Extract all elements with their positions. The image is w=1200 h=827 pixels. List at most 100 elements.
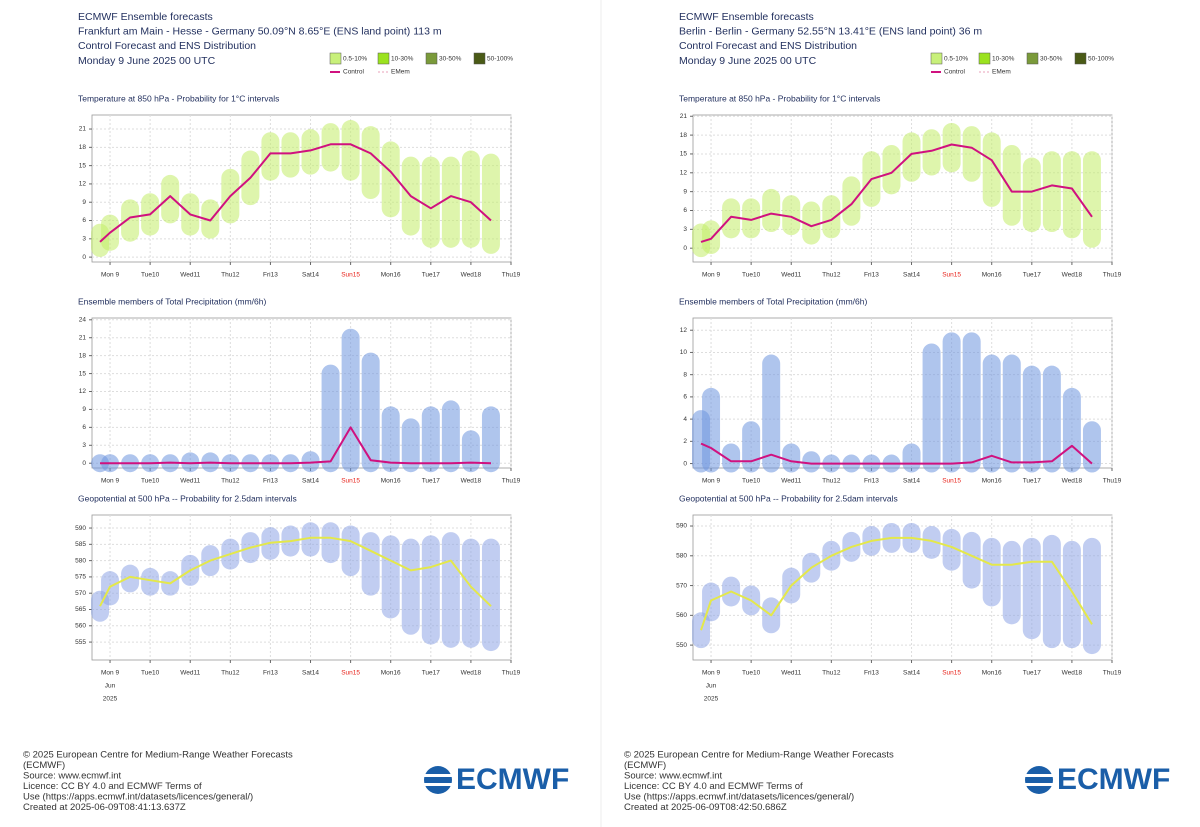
- x-tick-label: Mon16: [381, 272, 401, 279]
- x-tick-label: Mon 9: [101, 670, 119, 677]
- control-line: [100, 426, 492, 465]
- x-tick-label: Tue17: [1023, 272, 1042, 279]
- x-tick-label: Sun15: [341, 670, 360, 677]
- plot-area: [91, 317, 512, 469]
- x-tick-label: Wed11: [781, 670, 801, 677]
- chart-title: Geopotential at 500 hPa -- Probability f…: [679, 493, 898, 503]
- legend-label: 30-50%: [439, 56, 462, 63]
- header-line: ECMWF Ensemble forecasts: [78, 11, 213, 23]
- y-tick-label: 6: [683, 207, 687, 214]
- footer-line: Licence: CC BY 4.0 and ECMWF Terms of: [23, 781, 202, 792]
- y-tick-label: 580: [676, 553, 687, 560]
- x-tick-label: Mon16: [982, 670, 1002, 677]
- y-tick-label: 0: [82, 254, 86, 261]
- chart-title: Temperature at 850 hPa - Probability for…: [78, 93, 279, 103]
- legend-swatch: [377, 52, 390, 65]
- x-tick-label: Fri13: [263, 272, 278, 279]
- x-tick-label: Mon16: [982, 272, 1002, 279]
- header-line: Control Forecast and ENS Distribution: [679, 40, 857, 52]
- x-tick-label: Tue10: [141, 670, 160, 677]
- header-line: Monday 9 June 2025 00 UTC: [78, 55, 216, 67]
- footer-line: Source: www.ecmwf.int: [624, 771, 723, 782]
- chart-title: Ensemble members of Total Precipitation …: [679, 296, 868, 306]
- control-line: [99, 536, 492, 607]
- y-tick-label: 9: [683, 188, 687, 195]
- x-tick-label: Wed18: [1062, 478, 1083, 485]
- y-tick-label: 21: [79, 334, 87, 341]
- y-tick-label: 12: [79, 181, 87, 188]
- x-tick-label: Wed18: [461, 272, 482, 279]
- x-tick-label: Thu12: [221, 478, 240, 485]
- x-tick-label: Sun15: [942, 670, 961, 677]
- x-tick-label: Mon16: [982, 478, 1002, 485]
- x-tick-label: Fri13: [263, 478, 278, 485]
- y-tick-label: 18: [79, 144, 87, 151]
- x-tick-label: Thu19: [1103, 478, 1122, 485]
- footer-line: © 2025 European Centre for Medium-Range …: [23, 750, 293, 761]
- x-tick-label: Wed18: [461, 478, 482, 485]
- x-tick-label: Mon 9: [101, 272, 119, 279]
- y-tick-label: 585: [75, 541, 86, 548]
- y-tick-label: 2: [683, 438, 687, 445]
- date-label: 2025: [704, 696, 719, 703]
- y-tick-label: 15: [79, 162, 87, 169]
- x-tick-label: Tue17: [422, 670, 441, 677]
- x-tick-label: Tue17: [422, 272, 441, 279]
- legend-swatch: [1026, 52, 1039, 65]
- x-tick-label: Tue10: [742, 478, 761, 485]
- logo-icon-stripe: [422, 774, 454, 777]
- x-tick-label: Wed11: [180, 670, 200, 677]
- x-tick-label: Mon16: [381, 670, 401, 677]
- x-tick-label: Wed11: [781, 272, 801, 279]
- legend-swatch: [473, 52, 486, 65]
- y-tick-label: 0: [82, 460, 86, 467]
- control-line: [700, 442, 1093, 465]
- logo-text: ECMWF: [1057, 763, 1170, 796]
- x-tick-label: Tue10: [742, 272, 761, 279]
- footer-line: (ECMWF): [624, 760, 666, 771]
- footer-line: Created at 2025-06-09T08:42:50.686Z: [624, 802, 787, 813]
- y-tick-label: 590: [676, 523, 687, 530]
- y-tick-label: 580: [75, 557, 86, 564]
- y-tick-label: 6: [82, 424, 86, 431]
- legend-label: 0.5-10%: [944, 56, 968, 63]
- y-tick-label: 10: [680, 349, 688, 356]
- x-tick-label: Sun15: [942, 272, 961, 279]
- header-line: Monday 9 June 2025 00 UTC: [679, 55, 817, 67]
- x-tick-label: Tue17: [422, 478, 441, 485]
- header-line: Berlin - Berlin - Germany 52.55°N 13.41°…: [679, 25, 982, 37]
- legend-label: Control: [944, 69, 966, 76]
- logo-icon-stripe: [422, 783, 454, 786]
- x-tick-label: Sat14: [903, 272, 920, 279]
- y-tick-label: 0: [683, 245, 687, 252]
- footer-line: Use (https://apps.ecmwf.int/datasets/lic…: [624, 792, 854, 803]
- x-tick-label: Thu12: [221, 670, 240, 677]
- y-tick-label: 18: [680, 132, 688, 139]
- legend-label: 10-30%: [992, 56, 1015, 63]
- header-line: Frankfurt am Main - Hesse - Germany 50.0…: [78, 25, 442, 37]
- x-tick-label: Tue10: [742, 670, 761, 677]
- x-tick-label: Thu19: [502, 670, 521, 677]
- y-tick-label: 550: [676, 642, 687, 649]
- footer-line: Licence: CC BY 4.0 and ECMWF Terms of: [624, 781, 803, 792]
- header-line: Control Forecast and ENS Distribution: [78, 40, 256, 52]
- x-tick-label: Mon 9: [101, 478, 119, 485]
- control-line: [700, 143, 1093, 243]
- x-tick-label: Wed18: [1062, 272, 1083, 279]
- y-tick-label: 12: [79, 388, 87, 395]
- footer-line: © 2025 European Centre for Medium-Range …: [624, 750, 894, 761]
- x-tick-label: Thu12: [822, 478, 841, 485]
- x-tick-label: Wed11: [180, 478, 200, 485]
- y-tick-label: 570: [75, 590, 86, 597]
- y-tick-label: 12: [680, 170, 688, 177]
- x-tick-label: Thu19: [1103, 670, 1122, 677]
- y-tick-label: 15: [79, 370, 87, 377]
- y-tick-label: 21: [680, 113, 688, 120]
- legend-label: 10-30%: [391, 56, 414, 63]
- x-tick-label: Mon16: [381, 478, 401, 485]
- y-tick-label: 21: [79, 126, 87, 133]
- y-tick-label: 18: [79, 352, 87, 359]
- x-tick-label: Sun15: [341, 272, 360, 279]
- legend-label: 0.5-10%: [343, 56, 367, 63]
